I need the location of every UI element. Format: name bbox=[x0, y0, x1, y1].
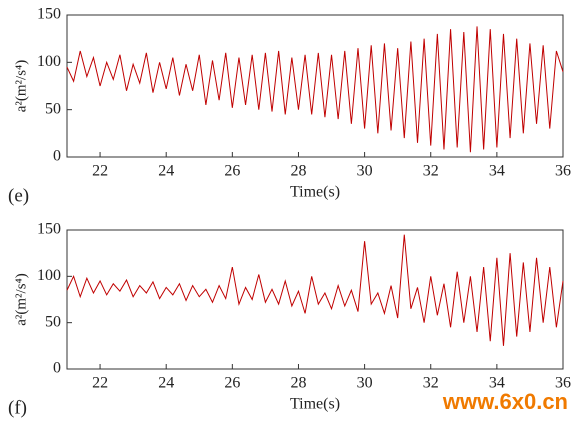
panel-label: (f) bbox=[8, 397, 27, 418]
x-tick-label: 30 bbox=[357, 163, 373, 180]
x-tick-label: 24 bbox=[158, 375, 174, 392]
x-tick-label: 36 bbox=[555, 375, 571, 392]
series-line bbox=[66, 234, 564, 346]
series-line bbox=[66, 26, 564, 153]
x-tick-label: 28 bbox=[290, 375, 306, 392]
x-tick-label: 26 bbox=[224, 375, 240, 392]
y-tick-label: 150 bbox=[37, 221, 61, 238]
y-tick-label: 0 bbox=[53, 360, 61, 377]
x-tick-label: 26 bbox=[224, 163, 240, 180]
y-tick-label: 0 bbox=[53, 148, 61, 165]
y-tick-label: 50 bbox=[45, 313, 61, 330]
x-axis-label: Time(s) bbox=[290, 184, 340, 201]
y-axis-label: a²(m²/s⁴) bbox=[13, 60, 29, 113]
x-tick-label: 24 bbox=[158, 163, 174, 180]
y-tick-label: 100 bbox=[37, 267, 61, 284]
panel-label: (e) bbox=[8, 185, 29, 206]
x-axis-label: Time(s) bbox=[290, 396, 340, 413]
x-tick-label: 30 bbox=[357, 375, 373, 392]
x-tick-label: 28 bbox=[290, 163, 306, 180]
x-tick-label: 32 bbox=[423, 375, 439, 392]
y-axis-label: a²(m²/s⁴) bbox=[13, 273, 29, 326]
x-tick-label: 34 bbox=[489, 375, 505, 392]
x-tick-label: 22 bbox=[92, 163, 108, 180]
y-tick-label: 100 bbox=[37, 53, 61, 70]
y-tick-label: 150 bbox=[37, 6, 61, 23]
plot-frame bbox=[66, 229, 564, 370]
y-tick-label: 50 bbox=[45, 100, 61, 117]
plot-frame bbox=[66, 14, 564, 158]
watermark: www.6x0.cn bbox=[442, 389, 568, 414]
x-tick-label: 34 bbox=[489, 163, 505, 180]
x-tick-label: 36 bbox=[555, 163, 571, 180]
x-tick-label: 32 bbox=[423, 163, 439, 180]
x-tick-label: 22 bbox=[92, 375, 108, 392]
